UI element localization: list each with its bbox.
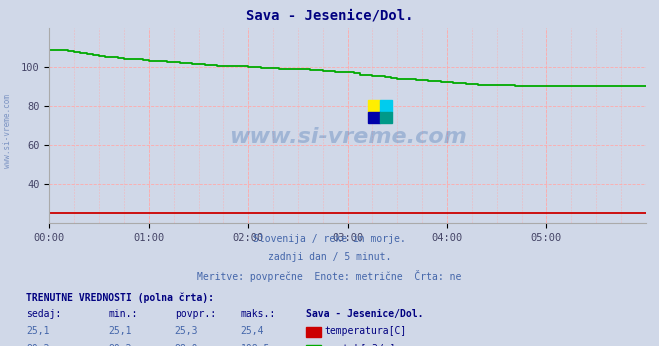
Text: Sava - Jesenice/Dol.: Sava - Jesenice/Dol. [246,9,413,22]
Text: 25,1: 25,1 [26,326,50,336]
Text: maks.:: maks.: [241,309,275,319]
Text: 25,4: 25,4 [241,326,264,336]
Text: www.si-vreme.com: www.si-vreme.com [3,94,13,169]
Text: 25,3: 25,3 [175,326,198,336]
Bar [380,112,392,124]
Text: Meritve: povprečne  Enote: metrične  Črta: ne: Meritve: povprečne Enote: metrične Črta:… [197,270,462,282]
Text: pretok[m3/s]: pretok[m3/s] [325,344,395,346]
Bar [368,100,380,112]
Text: zadnji dan / 5 minut.: zadnji dan / 5 minut. [268,252,391,262]
Text: TRENUTNE VREDNOSTI (polna črta):: TRENUTNE VREDNOSTI (polna črta): [26,292,214,303]
Text: 98,0: 98,0 [175,344,198,346]
Text: 90,2: 90,2 [109,344,132,346]
Text: sedaj:: sedaj: [26,309,61,319]
Bar [380,100,392,112]
Text: min.:: min.: [109,309,138,319]
Bar [368,112,380,124]
Text: www.si-vreme.com: www.si-vreme.com [229,127,467,147]
Text: Slovenija / reke in morje.: Slovenija / reke in morje. [253,234,406,244]
Text: Sava - Jesenice/Dol.: Sava - Jesenice/Dol. [306,309,424,319]
Text: povpr.:: povpr.: [175,309,215,319]
Text: temperatura[C]: temperatura[C] [325,326,407,336]
Text: 108,5: 108,5 [241,344,270,346]
Text: 25,1: 25,1 [109,326,132,336]
Text: 90,2: 90,2 [26,344,50,346]
